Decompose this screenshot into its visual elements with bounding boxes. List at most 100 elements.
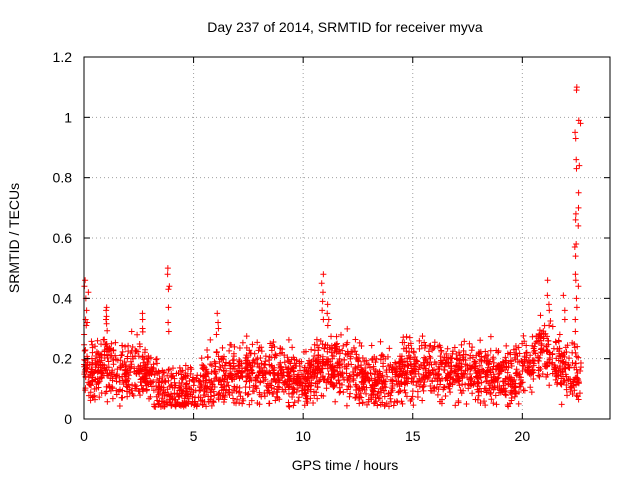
data-point xyxy=(452,367,459,374)
data-point xyxy=(421,345,428,352)
data-point xyxy=(190,376,197,383)
data-point xyxy=(399,358,406,365)
data-point xyxy=(203,377,210,384)
data-point xyxy=(153,368,159,375)
data-point xyxy=(542,363,549,370)
data-point xyxy=(564,342,571,349)
y-tick-label: 0.4 xyxy=(53,290,73,306)
data-point xyxy=(477,400,484,407)
data-point xyxy=(260,374,267,381)
data-point xyxy=(347,373,354,380)
data-point xyxy=(573,304,580,311)
data-point xyxy=(214,349,221,356)
data-point xyxy=(547,351,554,358)
data-point xyxy=(304,395,311,402)
data-point xyxy=(429,378,436,385)
data-point xyxy=(243,378,250,385)
data-point xyxy=(515,400,522,407)
data-point xyxy=(470,363,477,370)
data-point xyxy=(540,335,547,342)
data-point xyxy=(168,402,175,409)
data-point xyxy=(433,361,440,368)
data-point xyxy=(481,398,488,405)
data-point xyxy=(247,375,254,382)
data-point xyxy=(216,377,223,384)
data-point xyxy=(504,369,511,376)
data-point xyxy=(453,362,460,369)
data-point xyxy=(93,381,100,388)
data-point xyxy=(537,349,544,356)
data-point xyxy=(427,358,434,365)
data-point xyxy=(301,402,308,409)
data-point xyxy=(207,396,214,403)
data-point xyxy=(569,359,576,366)
data-point xyxy=(81,347,88,354)
data-point xyxy=(204,346,211,353)
data-point xyxy=(167,398,174,405)
data-point xyxy=(253,385,260,392)
data-point xyxy=(519,368,526,375)
data-point xyxy=(178,371,185,378)
data-point xyxy=(139,386,146,393)
data-point xyxy=(244,391,251,398)
data-point xyxy=(542,330,549,337)
data-point xyxy=(418,342,425,349)
data-point xyxy=(362,375,369,382)
data-point xyxy=(508,357,515,364)
data-point xyxy=(145,369,152,376)
data-point xyxy=(305,383,312,390)
data-point xyxy=(335,362,342,369)
data-point xyxy=(124,355,131,362)
data-point xyxy=(227,362,234,369)
data-point xyxy=(239,339,246,346)
data-points xyxy=(81,84,584,410)
data-point xyxy=(473,352,480,359)
data-point xyxy=(213,374,220,381)
data-point xyxy=(561,307,568,314)
data-point xyxy=(539,370,546,377)
data-point xyxy=(82,347,89,354)
data-point xyxy=(359,399,366,406)
data-point xyxy=(561,316,568,323)
data-point xyxy=(547,318,554,325)
data-point xyxy=(426,353,433,360)
data-point xyxy=(403,344,410,351)
data-point xyxy=(468,374,475,381)
data-point xyxy=(401,339,408,346)
data-point xyxy=(503,363,510,370)
data-point xyxy=(262,353,269,360)
data-point xyxy=(163,392,170,399)
data-point xyxy=(324,348,331,355)
data-point xyxy=(121,359,128,366)
data-point xyxy=(560,359,567,366)
data-point xyxy=(481,354,488,361)
data-point xyxy=(484,372,491,379)
data-point xyxy=(268,354,275,361)
data-point xyxy=(178,375,185,382)
data-point xyxy=(530,345,537,352)
data-point xyxy=(215,325,222,332)
data-point xyxy=(246,360,253,367)
data-point xyxy=(399,370,406,377)
data-point xyxy=(453,355,460,362)
data-point xyxy=(194,372,201,379)
data-point xyxy=(438,347,445,354)
data-point xyxy=(262,358,269,365)
data-point xyxy=(562,371,569,378)
data-point xyxy=(159,391,166,398)
data-point xyxy=(572,277,579,284)
data-point xyxy=(290,364,297,371)
data-point xyxy=(231,371,238,378)
data-point xyxy=(546,307,553,314)
data-point xyxy=(271,371,278,378)
data-point xyxy=(573,165,580,172)
data-point xyxy=(427,382,434,389)
data-point xyxy=(268,347,275,354)
data-point xyxy=(231,343,238,350)
data-point xyxy=(302,380,309,387)
data-point xyxy=(332,398,339,405)
data-point xyxy=(434,391,441,398)
data-point xyxy=(373,379,380,386)
data-point xyxy=(249,341,256,348)
data-point xyxy=(245,390,252,397)
